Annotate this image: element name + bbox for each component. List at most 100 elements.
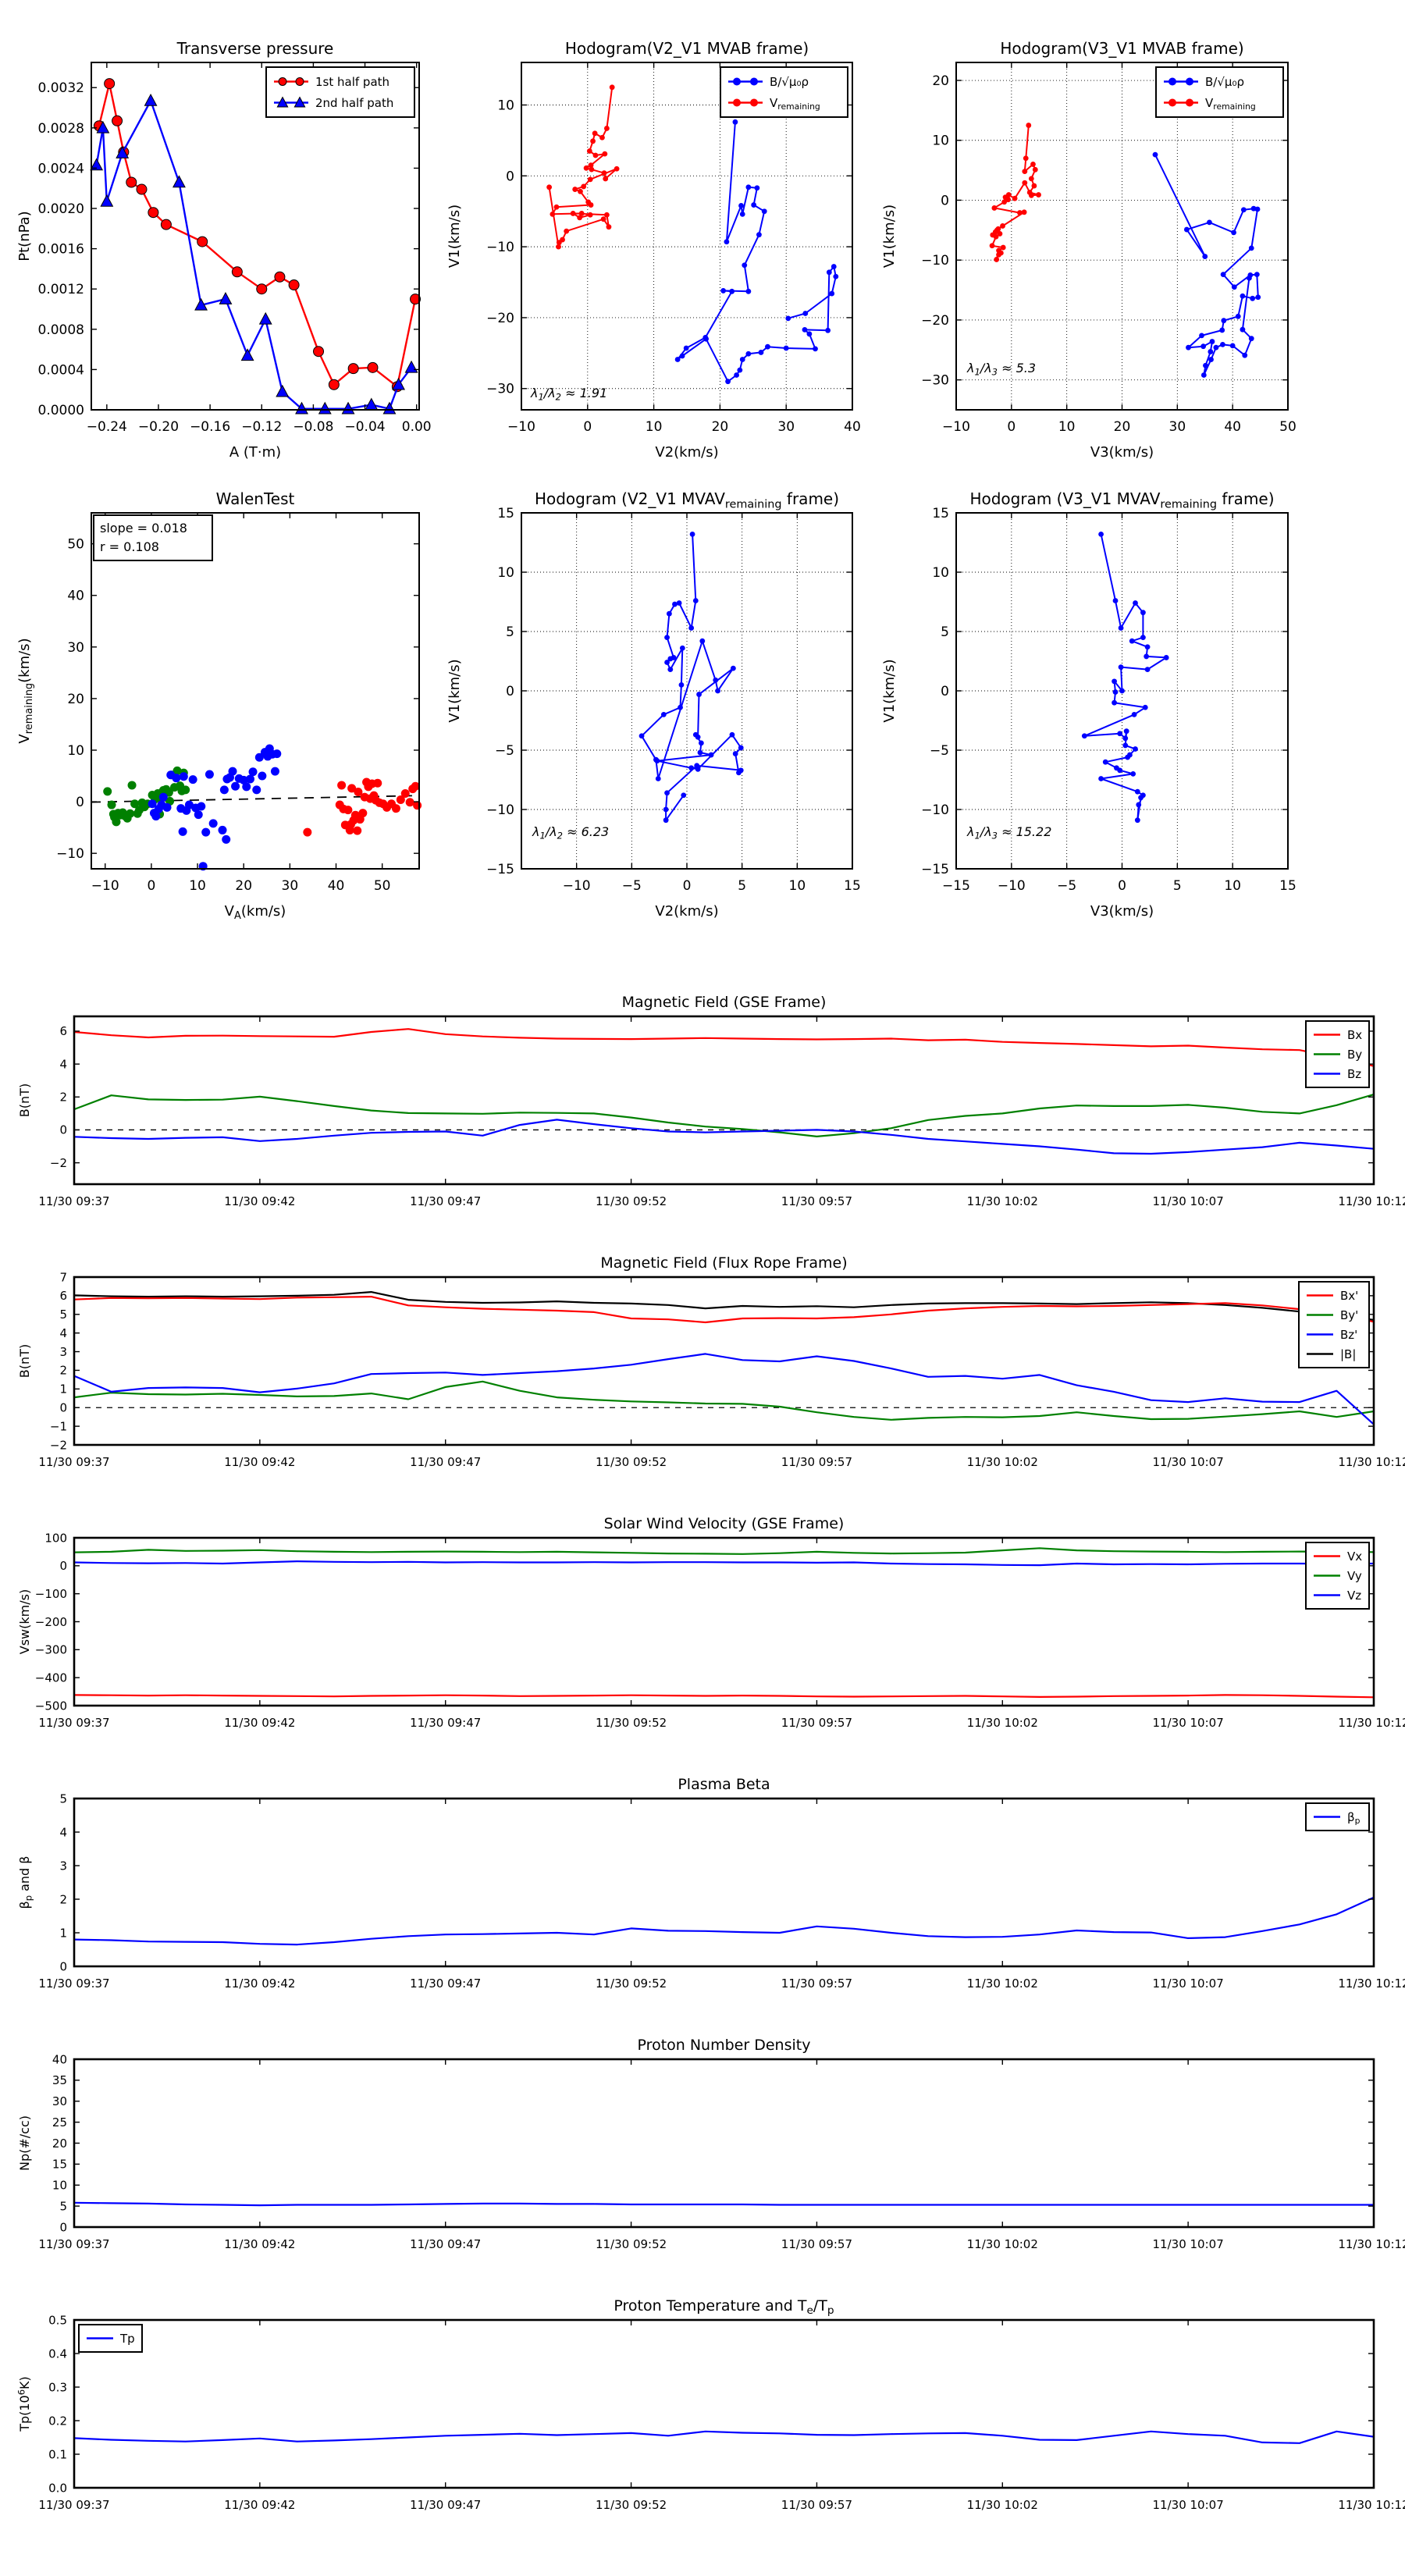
svg-text:−10: −10 <box>486 240 514 255</box>
stats-box: slope = 0.018 r = 0.108 <box>93 514 213 561</box>
svg-text:0.0020: 0.0020 <box>38 201 84 217</box>
svg-text:11/30 10:07: 11/30 10:07 <box>1153 1455 1224 1469</box>
svg-text:−15: −15 <box>921 862 949 877</box>
svg-text:1: 1 <box>59 1382 67 1397</box>
panel-hodogram-v3v1-mvav: −15 −10 −5 0 5 10 15 −15 −10 −5 0 5 10 15 Hodogram (V3… <box>881 489 1297 920</box>
y-axis-label: B(nT) <box>17 1344 32 1378</box>
grid-lines <box>955 62 1289 410</box>
panel-magnetic-field-flux-rope: 11/30 09:37 11/30 09:42 11/30 09:47 11/30 0… <box>17 1254 1405 1469</box>
svg-text:−10: −10 <box>91 878 119 894</box>
svg-text:0.3: 0.3 <box>48 2380 67 2394</box>
svg-text:11/30 09:57: 11/30 09:57 <box>781 2237 852 2251</box>
panel-title: Proton Number Density <box>638 2037 811 2054</box>
eigenvalue-annotation: λ1/λ3 ≈ 15.22 <box>966 824 1051 841</box>
svg-text:0: 0 <box>583 419 592 435</box>
panel-proton-temperature: 11/30 09:37 11/30 09:42 11/30 09:47 11/30 0… <box>16 2297 1405 2512</box>
svg-text:10: 10 <box>932 133 949 149</box>
y-axis-label: Vsw(km/s) <box>17 1589 32 1654</box>
legend: B/√μ₀ρ Vremaining <box>1155 66 1284 118</box>
svg-text:−5: −5 <box>1057 878 1076 894</box>
svg-text:−15: −15 <box>942 878 970 894</box>
axis-tick-labels: 11/30 09:37 11/30 09:42 11/30 09:47 11/30 0… <box>35 1531 1405 1730</box>
svg-text:11/30 09:42: 11/30 09:42 <box>224 1194 295 1208</box>
axis-ticks <box>73 1798 1375 1967</box>
svg-text:0: 0 <box>506 684 514 699</box>
svg-text:0.5: 0.5 <box>48 2313 67 2327</box>
axes-frame <box>521 62 853 411</box>
svg-text:−0.08: −0.08 <box>293 419 333 435</box>
svg-text:11/30 09:37: 11/30 09:37 <box>38 1455 109 1469</box>
axis-ticks <box>73 2319 1375 2489</box>
panel-proton-number-density: 11/30 09:37 11/30 09:42 11/30 09:47 11/30 0… <box>17 2037 1405 2251</box>
axis-tick-labels: 11/30 09:37 11/30 09:42 11/30 09:47 11/30 0… <box>38 1791 1405 1991</box>
svg-text:3: 3 <box>59 1345 67 1359</box>
series-b-sqrt-mu0-rho- <box>674 119 839 385</box>
svg-text:40: 40 <box>328 878 345 894</box>
panel-title: Transverse pressure <box>176 39 334 58</box>
axes-frame <box>73 1797 1375 1968</box>
svg-text:−10: −10 <box>507 419 535 435</box>
svg-text:−300: −300 <box>35 1643 67 1657</box>
svg-text:10: 10 <box>932 565 949 581</box>
svg-text:−10: −10 <box>942 419 970 435</box>
svg-text:0.0028: 0.0028 <box>38 121 84 137</box>
axis-tick-labels: 11/30 09:37 11/30 09:42 11/30 09:47 11/30 0… <box>38 2313 1405 2512</box>
x-axis-label: V2(km/s) <box>655 903 718 920</box>
axes-frame <box>91 62 420 411</box>
svg-text:10: 10 <box>497 98 514 113</box>
axis-tick-labels: −0.24 −0.20 −0.16 −0.12 −0.08 −0.04 0.00 0.0000… <box>38 80 432 435</box>
svg-text:50: 50 <box>1279 419 1297 435</box>
legend-label: Bz <box>1347 1067 1361 1081</box>
series-vz <box>73 1560 1375 1567</box>
svg-text:5: 5 <box>506 624 514 640</box>
svg-text:11/30 10:12: 11/30 10:12 <box>1338 1194 1405 1208</box>
panel-title: Hodogram(V3_V1 MVAB frame) <box>1000 39 1243 58</box>
svg-text:11/30 09:42: 11/30 09:42 <box>224 2498 295 2512</box>
legend-label: Bx' <box>1340 1289 1358 1303</box>
svg-text:0: 0 <box>76 795 84 810</box>
svg-text:11/30 09:37: 11/30 09:37 <box>38 2237 109 2251</box>
svg-text:0: 0 <box>941 684 949 699</box>
panel-transverse-pressure: −0.24 −0.20 −0.16 −0.12 −0.08 −0.04 0.00 0.0000… <box>16 39 432 461</box>
panel-title: Magnetic Field (GSE Frame) <box>622 994 827 1011</box>
series--b- <box>73 1290 1375 1321</box>
legend-label: βp <box>1347 1810 1361 1826</box>
svg-text:11/30 09:47: 11/30 09:47 <box>410 2498 481 2512</box>
svg-text:30: 30 <box>282 878 299 894</box>
svg-text:2: 2 <box>59 1091 67 1105</box>
axes-frame <box>91 512 420 870</box>
series-bx <box>73 1028 1375 1067</box>
panel-title: Plasma Beta <box>678 1776 770 1793</box>
svg-text:7: 7 <box>59 1270 67 1284</box>
legend: βp <box>1305 1802 1370 1831</box>
y-axis-label: Pt(nPa) <box>16 211 33 261</box>
svg-text:0.4: 0.4 <box>48 2347 67 2361</box>
svg-text:30: 30 <box>1169 419 1186 435</box>
x-axis-label: V3(km/s) <box>1090 903 1154 920</box>
svg-text:11/30 09:37: 11/30 09:37 <box>38 1716 109 1730</box>
svg-text:11/30 09:52: 11/30 09:52 <box>596 1976 667 1991</box>
axes-frame <box>73 1015 1375 1186</box>
series-beta-p <box>73 1896 1375 1946</box>
svg-text:10: 10 <box>646 419 663 435</box>
svg-text:11/30 10:07: 11/30 10:07 <box>1153 1976 1224 1991</box>
svg-text:−0.12: −0.12 <box>241 419 282 435</box>
svg-text:11/30 09:57: 11/30 09:57 <box>781 1976 852 1991</box>
svg-text:−30: −30 <box>486 382 514 397</box>
y-axis-label: V1(km/s) <box>881 205 898 268</box>
svg-text:11/30 09:47: 11/30 09:47 <box>410 1194 481 1208</box>
svg-text:50: 50 <box>67 537 84 553</box>
svg-text:20: 20 <box>712 419 729 435</box>
svg-text:15: 15 <box>844 878 861 894</box>
series-by <box>73 1094 1375 1138</box>
svg-text:−30: −30 <box>921 373 949 389</box>
svg-text:0: 0 <box>59 1123 67 1137</box>
svg-text:0: 0 <box>59 2220 67 2234</box>
y-axis-label: V1(km/s) <box>881 659 898 722</box>
legend: 1st half path 2nd half path <box>265 66 415 118</box>
svg-text:2: 2 <box>59 1364 67 1378</box>
axis-tick-labels: −10 0 10 20 30 40 −30 −20 −10 0 10 <box>486 98 861 435</box>
panel-hodogram-v2v1-mvav: −10 −5 0 5 10 15 −15 −10 −5 0 5 10 15 Hodogram (V2_V1… <box>446 489 861 920</box>
svg-text:0.1: 0.1 <box>48 2447 67 2461</box>
svg-text:11/30 09:47: 11/30 09:47 <box>410 1716 481 1730</box>
